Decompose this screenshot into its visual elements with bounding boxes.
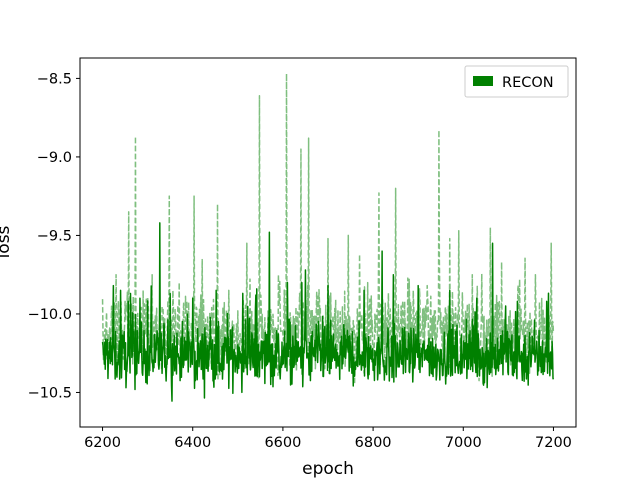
- legend-box: [464, 65, 569, 98]
- series-layer: [101, 72, 555, 402]
- x-axis: 6200 6400 6600 6800 7000 7200: [84, 427, 572, 451]
- x-tick-label: 6200: [84, 435, 121, 451]
- legend: RECON: [464, 65, 569, 98]
- y-axis: −10.5 −10.0 −9.5 −9.0 −8.5: [28, 71, 80, 401]
- x-axis-label: epoch: [302, 459, 354, 479]
- y-tick-label: −10.0: [28, 307, 72, 323]
- x-tick-label: 6400: [174, 435, 211, 451]
- x-tick-label: 7200: [535, 435, 572, 451]
- y-tick-label: −9.5: [37, 228, 72, 244]
- y-tick-label: −8.5: [37, 71, 72, 87]
- x-tick-label: 7000: [445, 435, 482, 451]
- series-line-recon: [101, 222, 555, 402]
- y-tick-label: −10.5: [28, 385, 72, 401]
- y-axis-label: loss: [0, 225, 14, 258]
- x-tick-label: 6800: [355, 435, 392, 451]
- y-tick-label: −9.0: [37, 150, 72, 166]
- legend-swatch-recon: [473, 76, 493, 86]
- x-tick-label: 6600: [264, 435, 301, 451]
- legend-label-recon: RECON: [502, 75, 554, 91]
- plot-frame: [79, 57, 577, 428]
